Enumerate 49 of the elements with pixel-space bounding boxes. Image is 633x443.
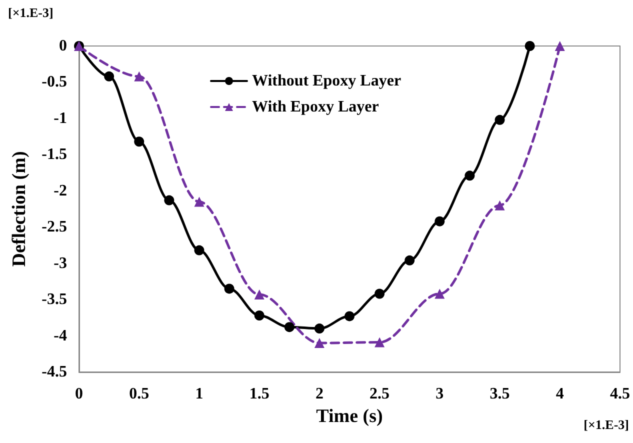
point [164,195,174,206]
y-tick-label: -4 [54,327,67,344]
x-tick-label: 2.5 [370,386,390,402]
y-tick-label: -2.5 [42,218,67,236]
point [524,41,535,51]
y-tick-label: 0 [59,38,67,54]
point [344,311,354,322]
legend-label: With Epoxy Layer [252,98,379,116]
x-tick-label: 0.5 [129,386,150,402]
point [404,255,415,266]
y-axis-title: Deflection (m) [9,151,30,267]
point [254,289,264,300]
point [104,71,114,82]
y-tick-label: -3.5 [42,291,67,308]
point [434,216,445,226]
x-tick-label: 3 [436,386,444,402]
y-tick-label: -1.5 [42,146,67,164]
point [494,114,505,125]
point [434,288,445,299]
point [194,245,204,256]
x-tick-label: 0 [75,386,83,402]
x-tick-label: 2 [315,386,324,402]
point [554,41,565,51]
x-tick-label: 1.5 [249,386,270,402]
text: [×1.E-3] [8,5,54,20]
y-tick-label: -0.5 [42,74,67,91]
x-tick-label: 1 [195,386,204,402]
x-axis-title: Time (s) [316,406,383,427]
y-tick-label: -1 [54,110,67,127]
point [284,322,294,332]
point [254,310,264,320]
x-tick-label: 4.5 [610,386,630,402]
point [464,170,475,181]
point [494,200,505,210]
point [314,324,324,334]
y-tick-label: -4.5 [42,364,67,380]
point [194,196,204,207]
x-tick-label: 3.5 [490,386,510,402]
legend-label: Without Epoxy Layer [252,72,402,90]
point [224,284,234,294]
point [314,338,324,348]
point [134,71,144,82]
point [374,337,385,348]
text: [×1.E-3] [584,417,630,432]
point [134,136,144,147]
y-tick-label: -3 [54,254,67,272]
point [374,288,385,299]
x-tick-label: 4 [556,386,564,402]
y-tick-label: -2 [54,182,67,200]
